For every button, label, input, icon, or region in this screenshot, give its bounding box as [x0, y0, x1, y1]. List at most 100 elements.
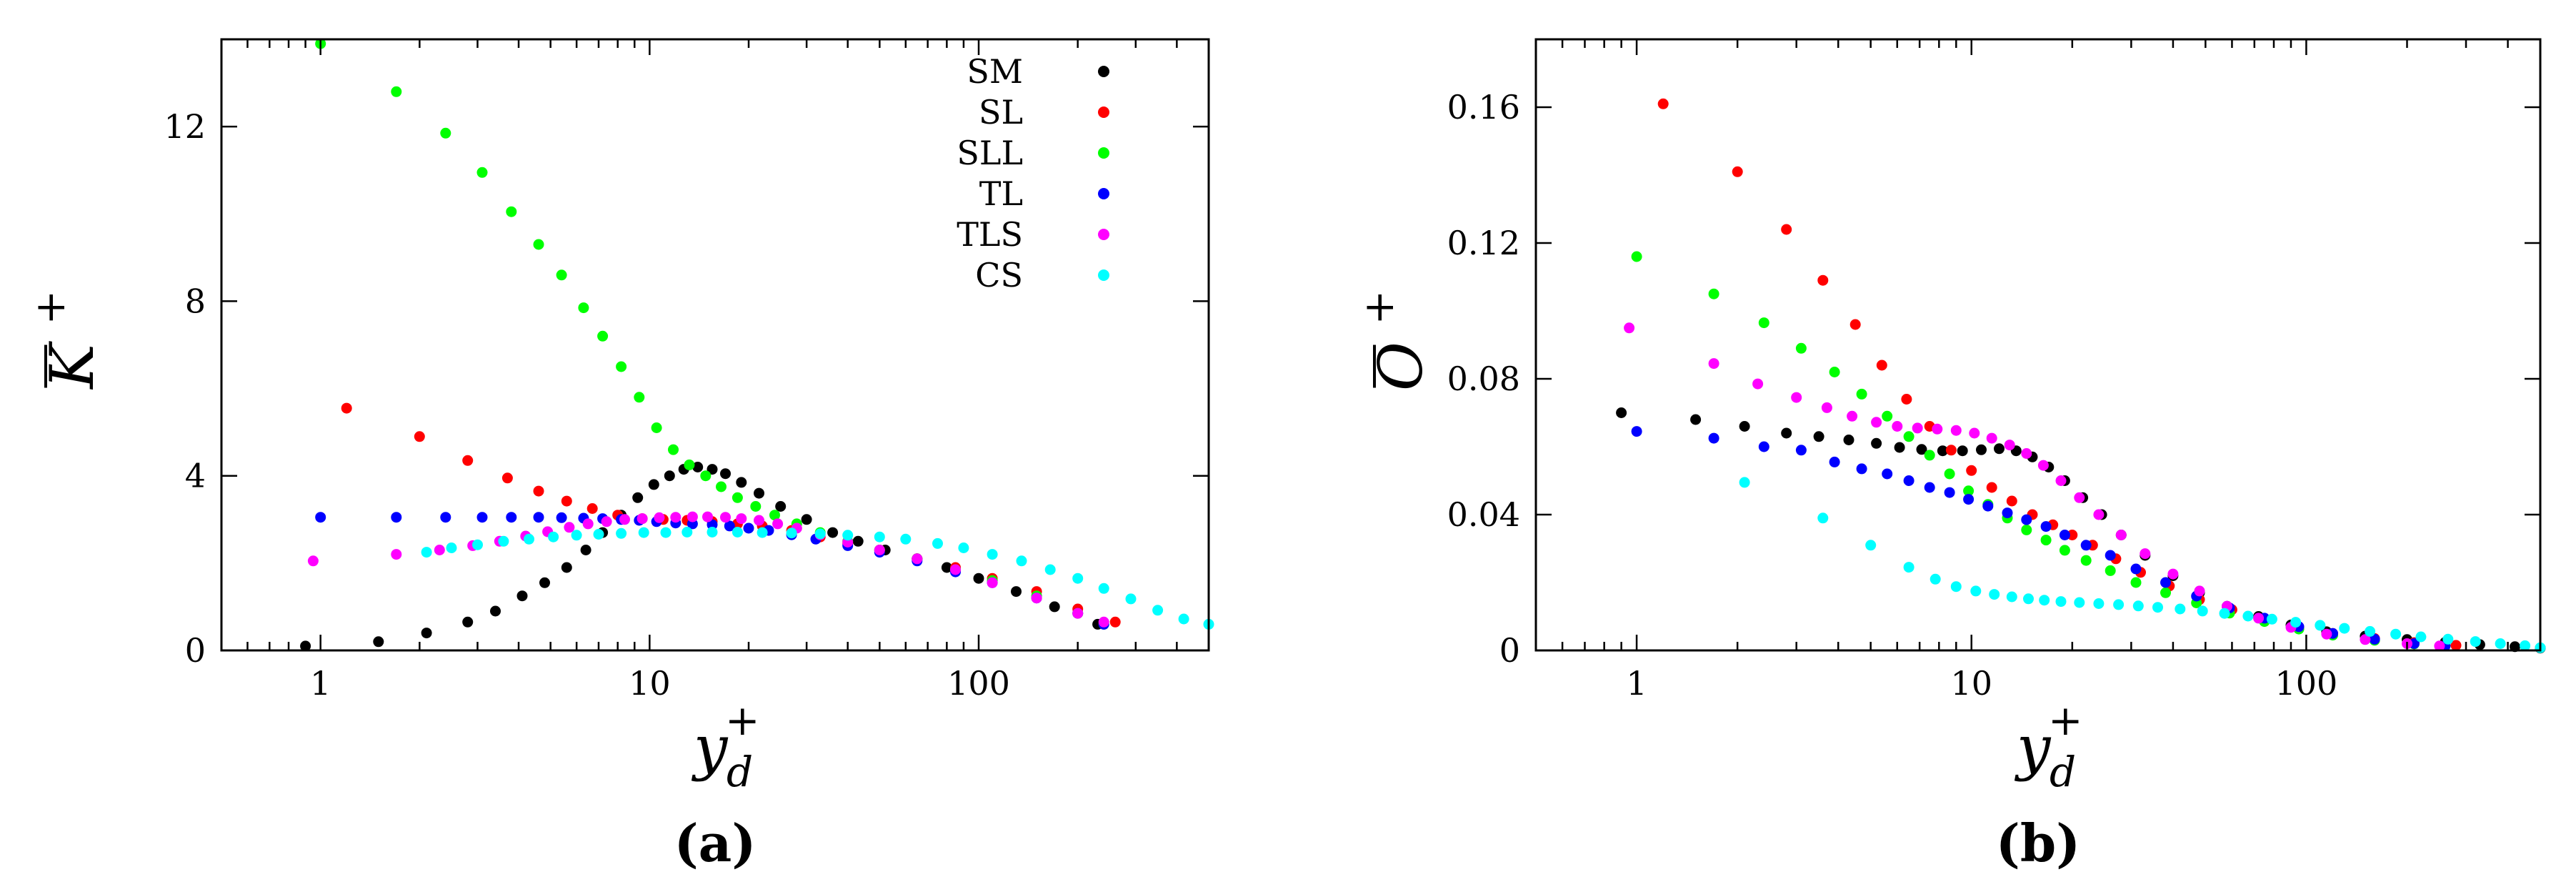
data-point [1817, 512, 1829, 524]
data-point [707, 464, 718, 475]
x-axis-label-superscript: + [2048, 696, 2083, 745]
data-point [2006, 591, 2017, 603]
x-tick-label: 100 [947, 664, 1010, 703]
data-point [524, 533, 534, 545]
data-point [634, 392, 645, 403]
series-sm [300, 462, 1104, 652]
data-point [874, 545, 885, 555]
data-point [2039, 595, 2050, 606]
data-point [754, 515, 764, 526]
data-point [616, 361, 627, 372]
data-point [506, 206, 517, 217]
data-point [827, 527, 839, 538]
data-point [2021, 514, 2032, 525]
data-point [506, 512, 517, 523]
data-point [462, 455, 474, 466]
data-point [2160, 577, 2171, 588]
data-point [1843, 435, 1854, 445]
y-tick-label: 8 [185, 282, 206, 320]
series-sl [1657, 98, 2462, 651]
x-tick-label: 1 [310, 664, 331, 703]
y-axis-label: O+ [1354, 290, 1436, 391]
data-point [533, 485, 544, 497]
data-point [1903, 562, 1914, 573]
data-point [2130, 563, 2142, 575]
data-point [1152, 605, 1164, 616]
data-point [1882, 468, 1893, 480]
data-point [707, 527, 718, 537]
data-point [1966, 465, 1977, 476]
data-point [533, 239, 544, 250]
data-point [2074, 492, 2085, 503]
data-point [2434, 640, 2445, 652]
data-point [2021, 524, 2032, 535]
data-point [1795, 445, 1807, 456]
data-point [2113, 599, 2125, 610]
data-point [597, 330, 609, 342]
data-point [1708, 432, 1719, 444]
data-point [2115, 530, 2127, 540]
data-point [1969, 427, 1980, 439]
data-point [593, 529, 604, 540]
data-point [556, 512, 567, 523]
y-axis-label: K+ [26, 290, 107, 390]
data-point [720, 468, 731, 480]
data-point [2093, 509, 2105, 520]
data-point [2290, 617, 2302, 628]
data-point [724, 520, 735, 532]
data-point [2242, 610, 2254, 622]
data-point [1865, 540, 1877, 551]
data-point [548, 531, 559, 542]
data-point [1031, 593, 1042, 604]
data-point [2194, 585, 2205, 597]
data-point [1624, 322, 1635, 334]
y-axis-label-superscript: + [26, 290, 74, 325]
legend-marker-sm [1098, 66, 1109, 77]
data-point [601, 516, 612, 527]
data-point [2520, 640, 2531, 651]
data-point [1708, 358, 1719, 370]
legend-label-cs: CS [975, 256, 1023, 294]
data-point [1732, 166, 1743, 177]
data-point [1903, 475, 1914, 486]
y-axis-label-text: K [37, 341, 107, 390]
data-point [2080, 540, 2092, 551]
data-point [736, 477, 747, 488]
data-point [2080, 555, 2092, 566]
data-point [1178, 613, 1189, 625]
data-point [1901, 394, 1912, 405]
data-point [1994, 443, 2005, 455]
data-point [2470, 636, 2481, 648]
data-point [775, 501, 787, 512]
data-point [391, 549, 402, 560]
data-point [1856, 463, 1867, 475]
data-point [2495, 638, 2506, 649]
legend-marker-cs [1098, 269, 1109, 281]
data-point [1758, 441, 1769, 452]
data-point [987, 577, 998, 588]
data-point [736, 513, 747, 525]
data-point [2130, 577, 2142, 588]
y-tick-label: 0 [1499, 631, 1520, 670]
legend-marker-tl [1098, 188, 1109, 199]
data-point [1011, 586, 1022, 598]
x-axis: 1 10 100 [1534, 39, 2542, 703]
x-axis-label: y [691, 713, 729, 783]
series-tls [1624, 322, 2445, 652]
data-point [1950, 581, 1962, 593]
data-point [2002, 507, 2013, 519]
data-point [434, 545, 445, 555]
data-point [636, 513, 648, 525]
data-point [684, 459, 695, 470]
data-point [1817, 274, 1829, 286]
y-axis-label-superscript: + [1354, 290, 1403, 325]
data-point [1813, 431, 1824, 442]
data-point [1982, 500, 1994, 512]
data-point [1098, 583, 1109, 594]
data-point [2360, 634, 2371, 645]
data-point [1945, 445, 1957, 456]
data-point [2175, 603, 2186, 615]
data-point [1989, 589, 2000, 600]
